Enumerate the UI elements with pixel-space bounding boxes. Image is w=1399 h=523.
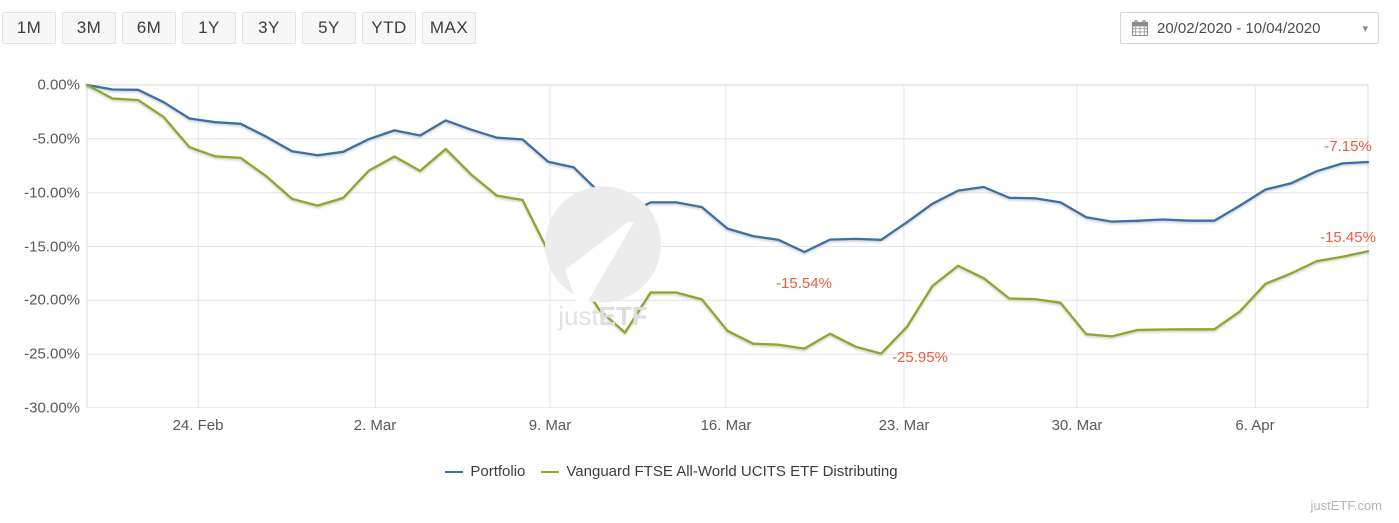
svg-text:justETF: justETF	[557, 301, 648, 331]
